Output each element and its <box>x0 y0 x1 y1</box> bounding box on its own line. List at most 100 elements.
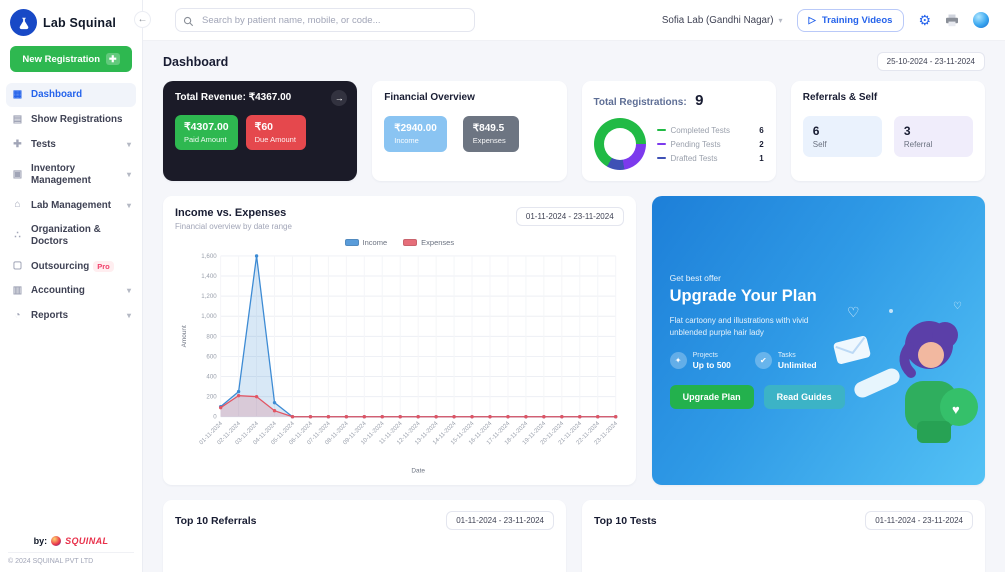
page-title: Dashboard <box>163 54 229 69</box>
legend-row-completed: Completed Tests 6 <box>656 126 764 135</box>
sidebar-item-outsourcing[interactable]: ▢ Outsourcing Pro <box>6 254 136 278</box>
play-icon: ▷ <box>808 14 816 26</box>
promo-title: Upgrade Your Plan <box>669 286 817 305</box>
donut-hole <box>603 128 636 160</box>
chart-head: Income vs. Expenses Financial overview b… <box>175 207 624 231</box>
registrations-legend: Completed Tests 6 Pending Tests 2 Drafte… <box>656 126 764 163</box>
projects-icon: ✦ <box>669 352 687 370</box>
sidebar-item-accounting[interactable]: ▥ Accounting ▾ <box>6 279 136 303</box>
referral-label: Referral <box>903 140 933 149</box>
svg-text:400: 400 <box>206 374 217 381</box>
sidebar-collapse-button[interactable]: ← <box>134 11 151 28</box>
account-selector[interactable]: Sofia Lab (Gandhi Nagar) ▾ <box>662 15 783 26</box>
upgrade-plan-button[interactable]: Upgrade Plan <box>669 384 754 409</box>
sidebar-item-reports[interactable]: ◔ Reports ▾ <box>6 304 136 328</box>
legend-row-pending: Pending Tests 2 <box>656 140 764 149</box>
referrals-self-title: Referrals & Self <box>802 92 878 103</box>
sidebar-item-label: Accounting <box>31 285 85 297</box>
printer-icon[interactable] <box>945 14 959 27</box>
total-registrations-title: Total Registrations: <box>593 97 687 108</box>
promo-features: ✦ Projects Up to 500 ✔ Tasks Unlimited <box>669 352 967 370</box>
promo-eyebrow: Get best offer <box>669 272 721 283</box>
svg-text:Date: Date <box>411 467 425 474</box>
training-videos-button[interactable]: ▷ Training Videos <box>796 8 905 32</box>
chevron-down-icon: ▾ <box>778 15 783 25</box>
topbar-right: Sofia Lab (Gandhi Nagar) ▾ ▷ Training Vi… <box>662 8 989 32</box>
training-videos-label: Training Videos <box>821 14 893 26</box>
globe-icon[interactable] <box>973 12 989 28</box>
sidebar-item-label: Tests <box>31 138 56 150</box>
promo-buttons: Upgrade Plan Read Guides <box>669 384 967 409</box>
chevron-down-icon: ▾ <box>126 286 131 296</box>
registrations-body: Completed Tests 6 Pending Tests 2 Drafte… <box>593 118 764 170</box>
referral-value: 3 <box>903 124 911 138</box>
settings-gear-icon[interactable]: ⚙ <box>918 12 931 28</box>
chart-date-range[interactable]: 01-11-2024 - 23-11-2024 <box>515 207 624 226</box>
by-label: by: <box>33 536 48 546</box>
chart-subtitle: Financial overview by date range <box>175 222 292 231</box>
total-revenue-title: Total Revenue: ₹4367.00 <box>175 92 292 103</box>
search-icon <box>183 14 194 32</box>
revenue-amounts: ₹4307.00 Paid Amount ₹60 Due Amount <box>175 115 345 150</box>
read-guides-button[interactable]: Read Guides <box>763 384 845 409</box>
income-label: Income <box>394 136 419 145</box>
top-tests-card: Top 10 Tests 01-11-2024 - 23-11-2024 <box>582 500 985 572</box>
paid-amount-value: ₹4307.00 <box>184 121 229 133</box>
pro-badge: Pro <box>93 260 114 272</box>
top-tests-date-range[interactable]: 01-11-2024 - 23-11-2024 <box>865 511 973 531</box>
chart-legend: Income Expenses <box>175 238 624 247</box>
main-area: Sofia Lab (Gandhi Nagar) ▾ ▷ Training Vi… <box>143 0 1005 572</box>
sidebar-item-label: Organization & Doctors <box>31 224 101 247</box>
sidebar-item-organization-doctors[interactable]: ∴ Organization & Doctors <box>6 218 136 253</box>
svg-text:600: 600 <box>206 353 217 360</box>
stat-cards-row: Total Revenue: ₹4367.00 → ₹4307.00 Paid … <box>163 81 985 181</box>
svg-text:1,000: 1,000 <box>201 313 217 320</box>
svg-text:1,200: 1,200 <box>201 293 217 300</box>
tasks-icon: ✔ <box>754 352 772 370</box>
sidebar-item-inventory-management[interactable]: ▣ Inventory Management ▾ <box>6 157 136 192</box>
sidebar-item-lab-management[interactable]: ⌂ Lab Management ▾ <box>6 193 136 217</box>
financial-overview-card: Financial Overview ₹2940.00 Income ₹849.… <box>372 81 567 181</box>
sidebar: Lab Squinal New Registration ✚ ▦ Dashboa… <box>0 0 143 572</box>
self-label: Self <box>812 140 827 149</box>
topbar: Sofia Lab (Gandhi Nagar) ▾ ▷ Training Vi… <box>143 0 1005 41</box>
new-registration-button[interactable]: New Registration ✚ <box>10 46 132 72</box>
dashboard-date-range[interactable]: 25-10-2024 - 23-11-2024 <box>876 52 985 71</box>
sidebar-item-tests[interactable]: ✚ Tests ▾ <box>6 133 136 157</box>
financial-overview-title: Financial Overview <box>384 92 475 103</box>
upgrade-promo-card: Get best offer Upgrade Your Plan Flat ca… <box>651 196 985 486</box>
legend-expenses: Expenses <box>403 238 454 247</box>
sidebar-item-label: Reports <box>31 310 69 322</box>
top-referrals-date-range[interactable]: 01-11-2024 - 23-11-2024 <box>446 511 554 531</box>
pending-dash-icon <box>656 142 666 146</box>
paid-amount-box: ₹4307.00 Paid Amount <box>175 115 238 150</box>
sidebar-item-dashboard[interactable]: ▦ Dashboard <box>6 83 136 107</box>
flask-logo-icon <box>10 9 37 36</box>
top-referrals-card: Top 10 Referrals 01-11-2024 - 23-11-2024 <box>163 500 566 572</box>
sidebar-item-label: Show Registrations <box>31 113 123 125</box>
due-amount-box: ₹60 Due Amount <box>245 115 306 150</box>
registrations-donut <box>593 118 646 170</box>
search-input[interactable] <box>175 8 475 32</box>
referrals-boxes: 6 Self 3 Referral <box>802 116 973 157</box>
inventory-icon: ▣ <box>12 169 23 181</box>
sidebar-item-show-registrations[interactable]: ▤ Show Registrations <box>6 108 136 132</box>
self-value: 6 <box>812 124 820 138</box>
feature-projects: ✦ Projects Up to 500 <box>669 352 731 370</box>
byline: by: SQUINAL <box>8 536 134 546</box>
registrations-icon: ▤ <box>12 113 23 125</box>
expenses-chip-icon <box>403 239 418 246</box>
copyright-text: © 2024 SQUINAL PVT LTD <box>8 552 134 565</box>
search-box <box>175 8 475 32</box>
legend-row-drafted: Drafted Tests 1 <box>656 154 764 163</box>
tests-icon: ✚ <box>13 138 22 150</box>
squinal-brand: SQUINAL <box>65 536 109 546</box>
lab-management-icon: ⌂ <box>14 199 21 211</box>
revenue-detail-arrow-button[interactable]: → <box>331 90 348 106</box>
dashboard-content: Dashboard 25-10-2024 - 23-11-2024 Total … <box>143 41 1005 572</box>
sidebar-item-label: Inventory Management <box>31 163 91 186</box>
svg-text:1,600: 1,600 <box>201 253 217 260</box>
sidebar-item-label: Lab Management <box>31 199 112 211</box>
chevron-down-icon: ▾ <box>126 200 131 210</box>
chevron-down-icon: ▾ <box>126 139 131 149</box>
